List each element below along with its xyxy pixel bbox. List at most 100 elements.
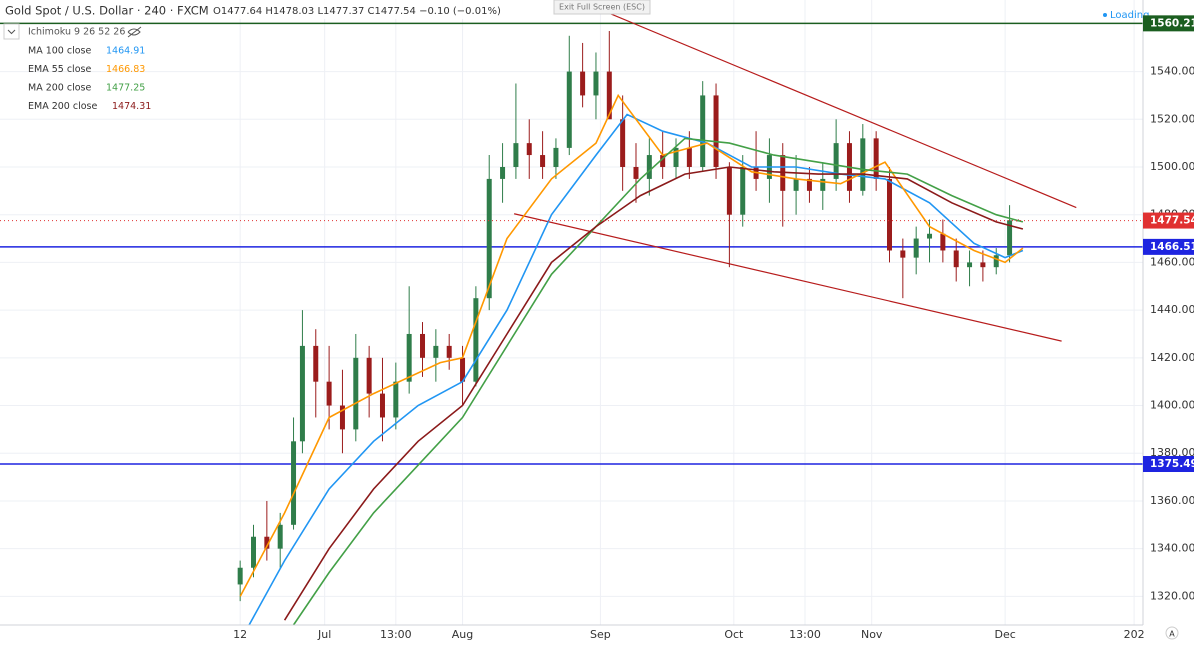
x-tick-label: Nov bbox=[861, 628, 883, 641]
legend-value: 1477.25 bbox=[106, 83, 145, 94]
candle-body bbox=[833, 143, 839, 179]
candle-body bbox=[513, 143, 519, 167]
y-tick-label: 1500.00 bbox=[1150, 160, 1194, 173]
header-bg bbox=[0, 0, 470, 19]
candle-body bbox=[820, 178, 826, 191]
candle-body bbox=[237, 567, 243, 585]
auto-scale-button[interactable] bbox=[1165, 626, 1179, 640]
legend-value: 1466.83 bbox=[106, 64, 145, 75]
candle-body bbox=[379, 393, 385, 418]
candle-body bbox=[393, 381, 399, 418]
candle-body bbox=[606, 71, 612, 120]
y-tick-label: 1420.00 bbox=[1150, 351, 1194, 364]
trendline bbox=[588, 4, 1077, 209]
candle-body bbox=[313, 345, 319, 382]
candle-body bbox=[299, 345, 305, 442]
ma-line bbox=[292, 137, 1024, 626]
x-tick-label: Oct bbox=[724, 628, 744, 641]
candle-body bbox=[1007, 220, 1013, 256]
legend-name: MA 100 close bbox=[28, 46, 91, 57]
price-level-label: 1375.49 bbox=[1150, 458, 1194, 470]
candle-body bbox=[740, 166, 746, 215]
candle-body bbox=[940, 233, 946, 251]
price-level-tag bbox=[1143, 15, 1194, 32]
candle-body bbox=[500, 166, 506, 179]
legend-value: 1474.31 bbox=[112, 101, 151, 112]
candle-body bbox=[339, 405, 345, 430]
x-tick-label: 12 bbox=[233, 628, 247, 641]
candle-body bbox=[993, 255, 999, 268]
plot-area bbox=[0, 0, 1143, 626]
candle-body bbox=[446, 345, 452, 358]
candle-body bbox=[486, 178, 492, 299]
loading-dot bbox=[1103, 13, 1107, 17]
last-price-label: 1477.54 bbox=[1150, 215, 1194, 227]
candle-body bbox=[900, 250, 906, 258]
candle-body bbox=[366, 357, 372, 394]
candle-body bbox=[700, 95, 706, 167]
price-level-tag bbox=[1143, 456, 1194, 473]
y-tick-label: 1340.00 bbox=[1150, 542, 1194, 555]
y-tick-label: 1320.00 bbox=[1150, 589, 1194, 602]
y-tick-label: 1400.00 bbox=[1150, 399, 1194, 412]
candle-body bbox=[967, 262, 973, 268]
y-tick-label: 1520.00 bbox=[1150, 112, 1194, 125]
candle-body bbox=[406, 333, 412, 382]
price-level-tag bbox=[1143, 238, 1194, 255]
candle-body bbox=[540, 155, 546, 167]
candle-body bbox=[953, 250, 959, 268]
collapse-button[interactable] bbox=[3, 23, 20, 40]
x-tick-label: Dec bbox=[994, 628, 1015, 641]
y-tick-label: 1380.00 bbox=[1150, 446, 1194, 459]
trendline bbox=[513, 213, 1062, 342]
candle-body bbox=[553, 147, 559, 167]
legend-name: EMA 200 close bbox=[28, 101, 97, 112]
candle-body bbox=[264, 536, 270, 549]
fullscreen-hint-box[interactable] bbox=[553, 0, 651, 15]
candle-body bbox=[913, 238, 919, 258]
price-level-label: 1466.51 bbox=[1150, 241, 1194, 253]
candle-body bbox=[660, 155, 666, 167]
y-tick-label: 1440.00 bbox=[1150, 303, 1194, 316]
y-tick-label: 1540.00 bbox=[1150, 65, 1194, 78]
symbol-title: Gold Spot / U.S. Dollar · 240 · FXCM bbox=[5, 4, 209, 18]
x-tick-label: 13:00 bbox=[380, 628, 412, 641]
candle-body bbox=[593, 71, 599, 96]
hide-icon[interactable] bbox=[127, 26, 142, 38]
last-price-tag bbox=[1143, 212, 1194, 229]
candle-body bbox=[291, 441, 297, 525]
candle-body bbox=[713, 95, 719, 167]
ma-line bbox=[248, 113, 1024, 626]
candle-body bbox=[353, 357, 359, 430]
legend-value: 1464.91 bbox=[106, 46, 145, 57]
x-tick-label: Jul bbox=[317, 628, 331, 641]
candle-body bbox=[806, 178, 812, 191]
candle-body bbox=[980, 262, 986, 268]
x-tick-label: Sep bbox=[590, 628, 611, 641]
candle-body bbox=[793, 178, 799, 191]
auto-scale-letter: A bbox=[1169, 630, 1175, 639]
candle-body bbox=[460, 357, 466, 382]
candle-body bbox=[277, 524, 283, 549]
candle-body bbox=[566, 71, 572, 148]
collapse-icon bbox=[7, 29, 16, 35]
candle-body bbox=[860, 138, 866, 191]
x-tick-label: 202 bbox=[1124, 628, 1145, 641]
ma-line bbox=[239, 93, 1024, 597]
loading-text: Loading bbox=[1110, 10, 1149, 21]
candle-body bbox=[927, 233, 933, 239]
price-axis-panel bbox=[1143, 0, 1194, 647]
ma-line bbox=[283, 166, 1024, 621]
x-tick-label: Aug bbox=[452, 628, 473, 641]
candle-body bbox=[646, 155, 652, 179]
candle-body bbox=[433, 345, 439, 358]
overlay: Gold Spot / U.S. Dollar · 240 · FXCM O14… bbox=[0, 0, 1179, 640]
candle-body bbox=[620, 119, 626, 167]
candle-body bbox=[726, 166, 732, 215]
candle-body bbox=[420, 333, 426, 358]
x-tick-label: 13:00 bbox=[789, 628, 821, 641]
legend-name: EMA 55 close bbox=[28, 64, 91, 75]
y-tick-label: 1360.00 bbox=[1150, 494, 1194, 507]
